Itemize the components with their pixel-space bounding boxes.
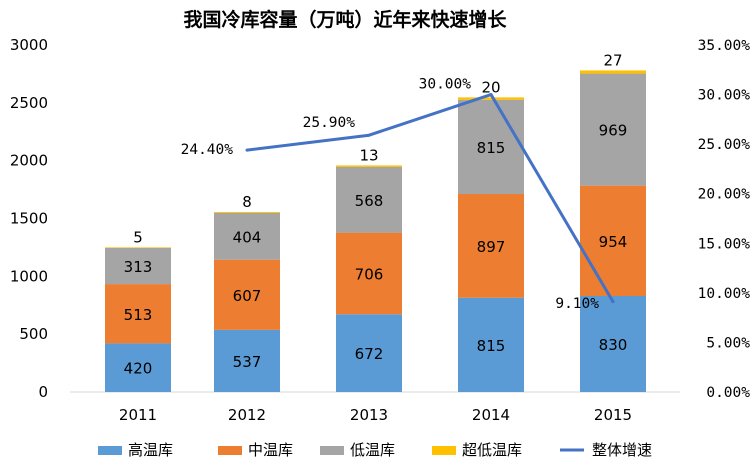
y-left-tick-label: 3000 xyxy=(10,36,48,54)
x-tick-label: 2011 xyxy=(119,406,157,424)
bar-segment xyxy=(105,247,171,248)
chart-title: 我国冷库容量（万吨）近年来快速增长 xyxy=(183,8,507,31)
bar-data-label: 815 xyxy=(477,337,506,355)
bar-data-label: 607 xyxy=(233,287,262,305)
legend-label: 低温库 xyxy=(350,441,395,459)
growth-point xyxy=(489,93,493,97)
legend-label: 超低温库 xyxy=(462,441,522,459)
legend-swatch xyxy=(218,446,242,455)
bar-data-label: 897 xyxy=(477,238,506,256)
bar-data-label: 5 xyxy=(133,228,143,246)
y-left-tick-label: 500 xyxy=(19,325,48,343)
growth-data-label: 25.90% xyxy=(303,115,356,131)
bar-segment xyxy=(580,295,646,392)
bar-segment xyxy=(105,247,171,285)
bar-data-label: 830 xyxy=(599,336,628,354)
y-left-tick-label: 2000 xyxy=(10,152,48,170)
y-left-tick-label: 1000 xyxy=(10,267,48,285)
bar-segment xyxy=(214,259,280,330)
x-tick-label: 2012 xyxy=(228,406,266,424)
legend-swatch xyxy=(98,446,122,455)
legend-label: 高温库 xyxy=(128,441,173,459)
bar-segment xyxy=(336,166,402,233)
bar-data-label: 954 xyxy=(599,233,628,251)
growth-data-label: 9.10% xyxy=(555,296,599,312)
growth-line xyxy=(246,93,615,303)
bar-data-label: 313 xyxy=(124,258,153,276)
bar-data-label: 706 xyxy=(355,265,384,283)
legend: 高温库 中温库 低温库 超低温库 整体增速 xyxy=(98,441,652,459)
bar-data-label: 27 xyxy=(603,51,622,69)
legend-swatch xyxy=(432,446,456,455)
plot-area: 0 500 1000 1500 2000 2500 3000 0.00% 5.00% 10.00%… xyxy=(10,36,750,424)
growth-data-label: 30.00% xyxy=(419,77,472,93)
bar-data-label: 672 xyxy=(355,345,384,363)
y-left-tick-label: 0 xyxy=(38,383,48,401)
legend-label: 整体增速 xyxy=(592,441,652,459)
growth-point xyxy=(367,133,371,137)
legend-label: 中温库 xyxy=(248,441,293,459)
y-right-tick-label: 5.00% xyxy=(706,335,750,351)
growth-point xyxy=(245,148,249,152)
x-tick-label: 2015 xyxy=(594,406,632,424)
bar-data-label: 815 xyxy=(477,139,506,157)
y-left-tick-label: 2500 xyxy=(10,94,48,112)
bar-segment xyxy=(214,329,280,392)
bar-segment xyxy=(458,99,524,194)
bar-segment xyxy=(458,193,524,298)
growth-point xyxy=(611,300,615,304)
bar-data-label: 20 xyxy=(481,78,500,96)
bar-segment xyxy=(580,70,646,74)
x-tick-label: 2013 xyxy=(350,406,388,424)
y-right-tick-label: 30.00% xyxy=(698,88,751,104)
bar-segment xyxy=(214,212,280,260)
x-tick-label: 2014 xyxy=(472,406,510,424)
bar-data-label: 404 xyxy=(233,228,262,246)
y-right-tick-label: 15.00% xyxy=(698,236,751,252)
bar-data-label: 513 xyxy=(124,306,153,324)
y-right-tick-label: 0.00% xyxy=(706,385,750,401)
bar-data-label: 420 xyxy=(124,360,153,378)
bar-data-label: 568 xyxy=(355,192,384,210)
bar-data-label: 537 xyxy=(233,353,262,371)
bar-segment xyxy=(336,232,402,315)
bar-segment xyxy=(336,314,402,392)
y-right-tick-label: 20.00% xyxy=(698,187,751,203)
bar-segment xyxy=(458,97,524,100)
bar-data-label: 969 xyxy=(599,122,628,140)
bar-segment xyxy=(336,165,402,167)
y-left-tick-label: 1500 xyxy=(10,210,48,228)
bar-segment xyxy=(105,284,171,344)
bar-segment xyxy=(580,73,646,186)
bar-segment xyxy=(105,343,171,392)
y-right-tick-label: 10.00% xyxy=(698,286,751,302)
bar-data-label: 8 xyxy=(242,193,252,211)
bar-segment xyxy=(214,212,280,213)
legend-swatch xyxy=(320,446,344,455)
y-right-tick-label: 35.00% xyxy=(698,38,751,54)
growth-data-label: 24.40% xyxy=(181,142,234,158)
bar-segment xyxy=(580,185,646,296)
bar-segment xyxy=(458,297,524,392)
y-right-tick-label: 25.00% xyxy=(698,137,751,153)
bar-data-label: 13 xyxy=(359,146,378,164)
